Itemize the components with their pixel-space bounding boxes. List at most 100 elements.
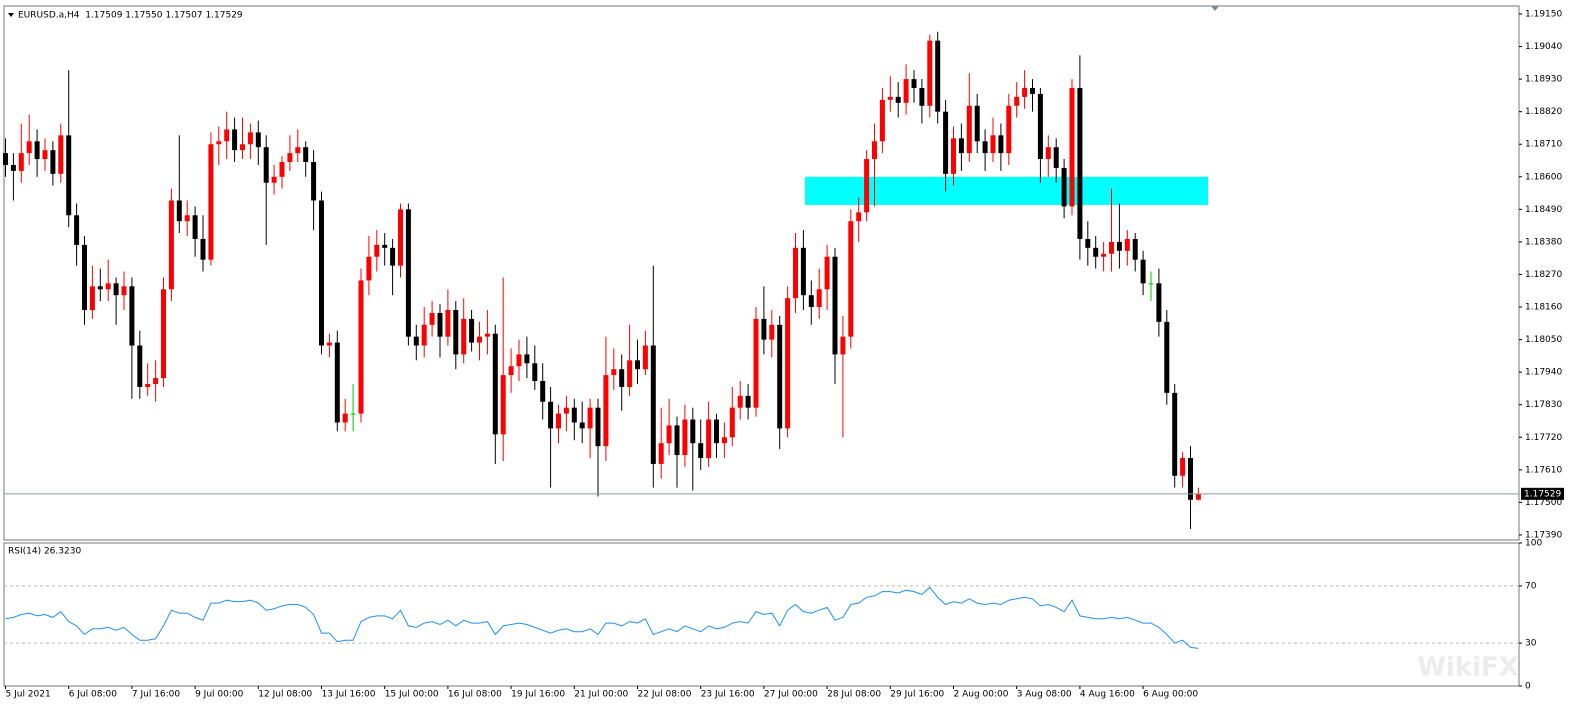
candle-body [1116, 241, 1122, 251]
y-tick-label: 1.17830 [1525, 400, 1562, 410]
x-tick-label: 5 Jul 2021 [6, 690, 51, 700]
current-price-box [1521, 487, 1564, 500]
candle-body [642, 345, 648, 370]
y-tick-label: 1.18820 [1525, 107, 1562, 117]
candle-body [911, 79, 917, 88]
candle-body [469, 318, 475, 343]
y-tick-label: 1.17720 [1525, 433, 1562, 443]
candle-body [153, 378, 159, 385]
candle-body [492, 333, 498, 435]
candle-body [224, 129, 230, 142]
price-panel [3, 5, 1520, 541]
candle-body [200, 238, 206, 260]
candle-body [729, 407, 735, 438]
candle-body [279, 161, 285, 177]
candle-body [579, 422, 585, 429]
candle-body [761, 318, 767, 340]
candle-body [1014, 96, 1020, 106]
candle-body [145, 384, 151, 387]
candle-body [1140, 259, 1146, 284]
y-tick-label: 1.18710 [1525, 140, 1562, 150]
rsi-line [5, 586, 1199, 649]
candle-body [571, 407, 577, 423]
candle-body [848, 221, 854, 337]
watermark: WikiFX [1417, 653, 1519, 683]
candle-body [161, 289, 166, 379]
candle-body [745, 395, 751, 408]
y-tick-label: 1.18930 [1525, 75, 1562, 85]
x-tick-label: 22 Jul 08:00 [638, 690, 692, 700]
candle-body [66, 135, 72, 216]
y-tick-label: 1.19150 [1525, 9, 1562, 19]
candle-body [706, 419, 712, 459]
candle-body [650, 345, 656, 464]
candle-body [334, 342, 340, 423]
x-tick-label: 4 Aug 16:00 [1080, 690, 1135, 700]
candle-body [437, 312, 443, 337]
candle-body [350, 413, 356, 415]
candle-body [113, 283, 119, 296]
candle-body [477, 336, 482, 343]
candle-body [1022, 87, 1028, 97]
candle-body [421, 324, 427, 346]
candle-body [1053, 147, 1059, 168]
candle-body [445, 310, 451, 337]
candle-body [872, 141, 877, 160]
y-tick-label: 1.17610 [1525, 465, 1562, 475]
candle-body [879, 99, 885, 142]
candle-body [611, 369, 617, 376]
candle-body [793, 247, 798, 299]
candle-body [1045, 147, 1051, 160]
candle-body [105, 283, 111, 290]
candle-body [500, 375, 506, 435]
candle-body [1132, 238, 1138, 260]
candle-body [263, 147, 269, 183]
candle-body [405, 209, 411, 337]
candle-body [26, 141, 32, 154]
candle-body [1109, 241, 1114, 254]
x-tick-label: 28 Jul 08:00 [827, 690, 881, 700]
candle-body [864, 159, 870, 213]
candle-body [50, 150, 56, 174]
y-tick-label: 1.18160 [1525, 303, 1562, 313]
candle-body [714, 419, 719, 444]
candle-body [453, 310, 459, 355]
candle-body [1172, 392, 1178, 476]
candle-body [721, 437, 727, 444]
candle-body [666, 425, 672, 444]
y-tick-label: 1.18490 [1525, 205, 1562, 215]
candle-body [319, 200, 324, 346]
candle-body [240, 144, 245, 151]
candle-body [429, 312, 435, 325]
candle-body [816, 289, 822, 308]
candle-body [1061, 167, 1067, 207]
candle-body [856, 212, 862, 222]
candle-body [461, 318, 467, 355]
current-price-label: 1.17529 [1524, 489, 1561, 499]
candle-body [587, 407, 593, 429]
candle-body [556, 413, 561, 429]
candle-body [682, 419, 688, 456]
candle-body [532, 363, 538, 382]
candle-body [42, 150, 48, 160]
x-tick-label: 6 Aug 00:00 [1143, 690, 1198, 700]
candle-body [824, 256, 830, 290]
rsi-tick-label: 0 [1525, 682, 1531, 692]
candle-body [603, 375, 609, 447]
candle-body [982, 141, 988, 154]
x-tick-label: 6 Jul 08:00 [69, 690, 118, 700]
candle-body [97, 286, 103, 290]
candle-body [176, 200, 182, 222]
candle-body [1180, 458, 1186, 476]
candle-body [951, 138, 956, 174]
y-tick-label: 1.19040 [1525, 42, 1562, 52]
candle-body [137, 345, 143, 387]
candle-body [935, 40, 941, 112]
candle-body [247, 132, 253, 145]
candle-body [1077, 87, 1083, 239]
candle-body [698, 443, 704, 459]
candle-body [524, 354, 530, 364]
support-zone [805, 176, 1208, 205]
candle-body [374, 244, 380, 257]
candle-body [840, 336, 846, 355]
